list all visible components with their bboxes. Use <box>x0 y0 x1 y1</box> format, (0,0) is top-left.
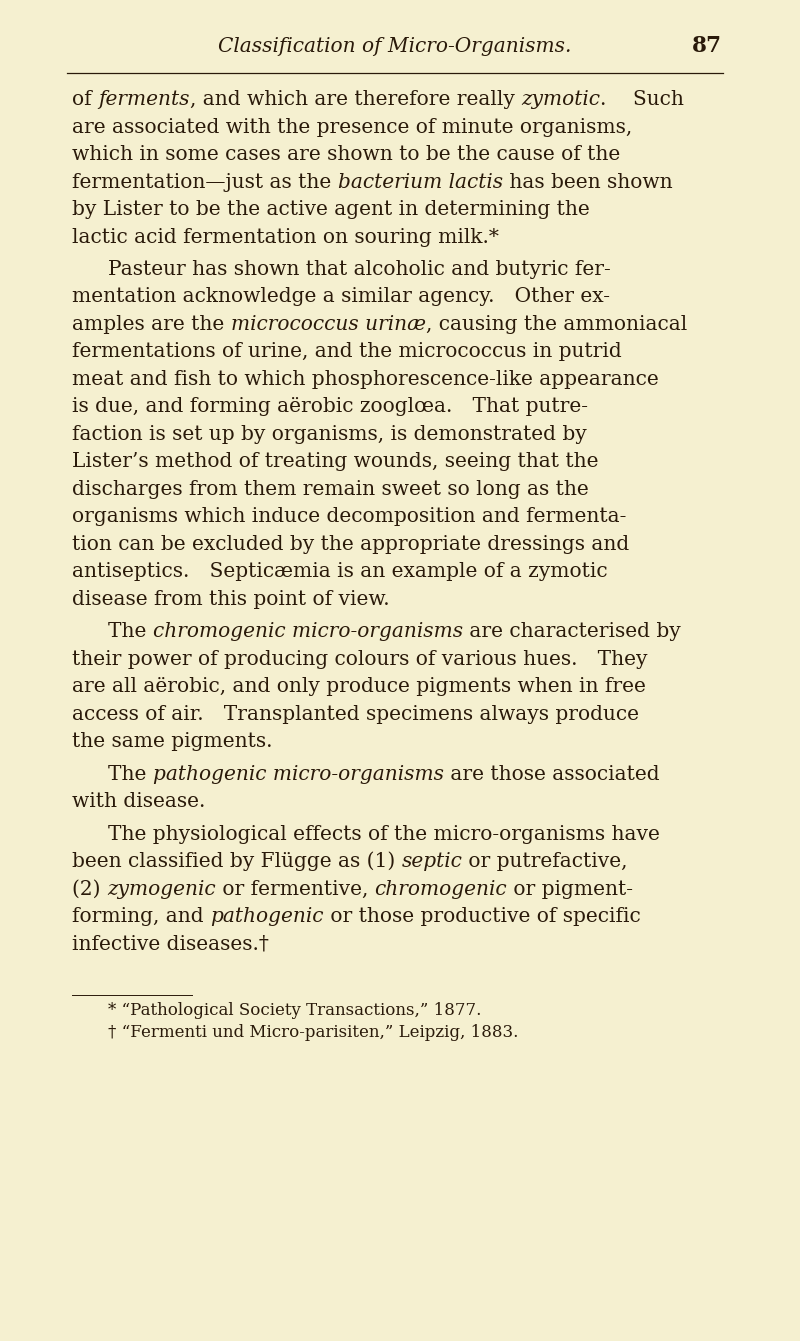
Text: are those associated: are those associated <box>444 764 659 784</box>
Text: discharges from them remain sweet so long as the: discharges from them remain sweet so lon… <box>72 480 589 499</box>
Text: Pasteur has shown that alcoholic and butyric fer-: Pasteur has shown that alcoholic and but… <box>108 260 610 279</box>
Text: pathogenic micro-organisms: pathogenic micro-organisms <box>153 764 444 784</box>
Text: pathogenic: pathogenic <box>210 908 323 927</box>
Text: , causing the ammoniacal: , causing the ammoniacal <box>426 315 687 334</box>
Text: bacterium lactis: bacterium lactis <box>338 173 502 192</box>
Text: micrococcus urinæ: micrococcus urinæ <box>230 315 426 334</box>
Text: or fermentive,: or fermentive, <box>215 880 374 898</box>
Text: * “Pathological Society Transactions,” 1877.: * “Pathological Society Transactions,” 1… <box>108 1002 482 1019</box>
Text: or pigment-: or pigment- <box>507 880 633 898</box>
Text: lactic acid fermentation on souring milk.*: lactic acid fermentation on souring milk… <box>72 228 499 247</box>
Text: 87: 87 <box>692 35 722 58</box>
Text: fermentations of urine, and the micrococcus in putrid: fermentations of urine, and the micrococ… <box>72 342 622 362</box>
Text: of: of <box>72 90 98 109</box>
Text: by Lister to be the active agent in determining the: by Lister to be the active agent in dete… <box>72 200 590 219</box>
Text: .  Such: . Such <box>600 90 684 109</box>
Text: zymotic: zymotic <box>521 90 600 109</box>
Text: or putrefactive,: or putrefactive, <box>462 853 628 872</box>
Text: has been shown: has been shown <box>502 173 672 192</box>
Text: are characterised by: are characterised by <box>463 622 681 641</box>
Text: , and which are therefore really: , and which are therefore really <box>190 90 521 109</box>
Text: are all aërobic, and only produce pigments when in free: are all aërobic, and only produce pigmen… <box>72 677 646 696</box>
Text: ferments: ferments <box>98 90 190 109</box>
Text: chromogenic: chromogenic <box>374 880 507 898</box>
Text: septic: septic <box>402 853 462 872</box>
Text: the same pigments.: the same pigments. <box>72 732 273 751</box>
Text: Lister’s method of treating wounds, seeing that the: Lister’s method of treating wounds, seei… <box>72 452 598 472</box>
Text: (2): (2) <box>72 880 107 898</box>
Text: mentation acknowledge a similar agency. Other ex-: mentation acknowledge a similar agency. … <box>72 287 610 307</box>
Text: or those productive of specific: or those productive of specific <box>323 908 640 927</box>
Text: access of air. Transplanted specimens always produce: access of air. Transplanted specimens al… <box>72 705 639 724</box>
Text: is due, and forming aërobic zooglœa. That putre-: is due, and forming aërobic zooglœa. Tha… <box>72 397 588 417</box>
Text: antiseptics. Septicæmia is an example of a zymotic: antiseptics. Septicæmia is an example of… <box>72 562 608 582</box>
Text: zymogenic: zymogenic <box>107 880 215 898</box>
Text: The physiological effects of the micro-organisms have: The physiological effects of the micro-o… <box>108 825 660 843</box>
Text: The: The <box>108 622 153 641</box>
Text: are associated with the presence of minute organisms,: are associated with the presence of minu… <box>72 118 632 137</box>
Text: faction is set up by organisms, is demonstrated by: faction is set up by organisms, is demon… <box>72 425 586 444</box>
Text: organisms which induce decomposition and fermenta-: organisms which induce decomposition and… <box>72 507 626 527</box>
Text: forming, and: forming, and <box>72 908 210 927</box>
Text: tion can be excluded by the appropriate dressings and: tion can be excluded by the appropriate … <box>72 535 630 554</box>
Text: been classified by Flügge as (1): been classified by Flügge as (1) <box>72 852 402 872</box>
Text: with disease.: with disease. <box>72 793 206 811</box>
Text: their power of producing colours of various hues. They: their power of producing colours of vari… <box>72 650 647 669</box>
Text: disease from this point of view.: disease from this point of view. <box>72 590 390 609</box>
Text: which in some cases are shown to be the cause of the: which in some cases are shown to be the … <box>72 145 620 164</box>
Text: Classification of Micro-Organisms.: Classification of Micro-Organisms. <box>218 38 572 56</box>
Text: The: The <box>108 764 153 784</box>
Text: meat and fish to which phosphorescence-like appearance: meat and fish to which phosphorescence-l… <box>72 370 658 389</box>
Text: † “Fermenti und Micro-parisiten,” Leipzig, 1883.: † “Fermenti und Micro-parisiten,” Leipzi… <box>108 1025 518 1042</box>
Text: chromogenic micro-organisms: chromogenic micro-organisms <box>153 622 463 641</box>
Text: amples are the: amples are the <box>72 315 230 334</box>
Text: fermentation—just as the: fermentation—just as the <box>72 173 338 192</box>
Text: infective diseases.†: infective diseases.† <box>72 935 269 953</box>
